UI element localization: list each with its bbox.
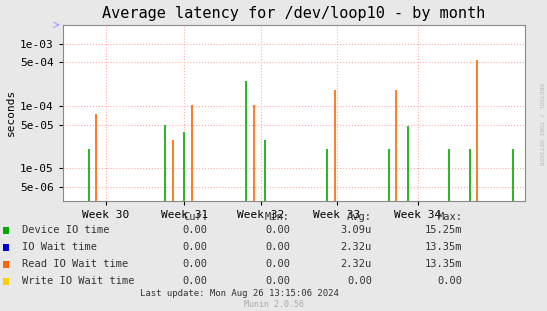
Text: Min:: Min: [265, 212, 290, 222]
Text: Read IO Wait time: Read IO Wait time [22, 259, 129, 269]
Y-axis label: seconds: seconds [6, 89, 16, 136]
Text: 0.00: 0.00 [265, 259, 290, 269]
Text: 2.32u: 2.32u [341, 259, 372, 269]
Text: Max:: Max: [437, 212, 462, 222]
Text: 2.32u: 2.32u [341, 242, 372, 252]
Text: 0.00: 0.00 [265, 276, 290, 286]
Text: Munin 2.0.56: Munin 2.0.56 [243, 300, 304, 309]
Text: 3.09u: 3.09u [341, 225, 372, 235]
Text: 13.35m: 13.35m [424, 259, 462, 269]
Text: Last update: Mon Aug 26 13:15:06 2024: Last update: Mon Aug 26 13:15:06 2024 [140, 289, 339, 298]
Text: 0.00: 0.00 [183, 259, 208, 269]
Text: Avg:: Avg: [347, 212, 372, 222]
Text: 0.00: 0.00 [437, 276, 462, 286]
Text: 0.00: 0.00 [183, 276, 208, 286]
Text: 13.35m: 13.35m [424, 242, 462, 252]
Text: Write IO Wait time: Write IO Wait time [22, 276, 135, 286]
Title: Average latency for /dev/loop10 - by month: Average latency for /dev/loop10 - by mon… [102, 6, 486, 21]
Text: RRDTOOL / TOBI OETIKER: RRDTOOL / TOBI OETIKER [538, 83, 543, 166]
Text: 0.00: 0.00 [347, 276, 372, 286]
Text: 0.00: 0.00 [265, 242, 290, 252]
Text: 0.00: 0.00 [183, 225, 208, 235]
Text: Device IO time: Device IO time [22, 225, 110, 235]
Text: IO Wait time: IO Wait time [22, 242, 97, 252]
Text: Cur:: Cur: [183, 212, 208, 222]
Text: 0.00: 0.00 [265, 225, 290, 235]
Text: 15.25m: 15.25m [424, 225, 462, 235]
Text: 0.00: 0.00 [183, 242, 208, 252]
